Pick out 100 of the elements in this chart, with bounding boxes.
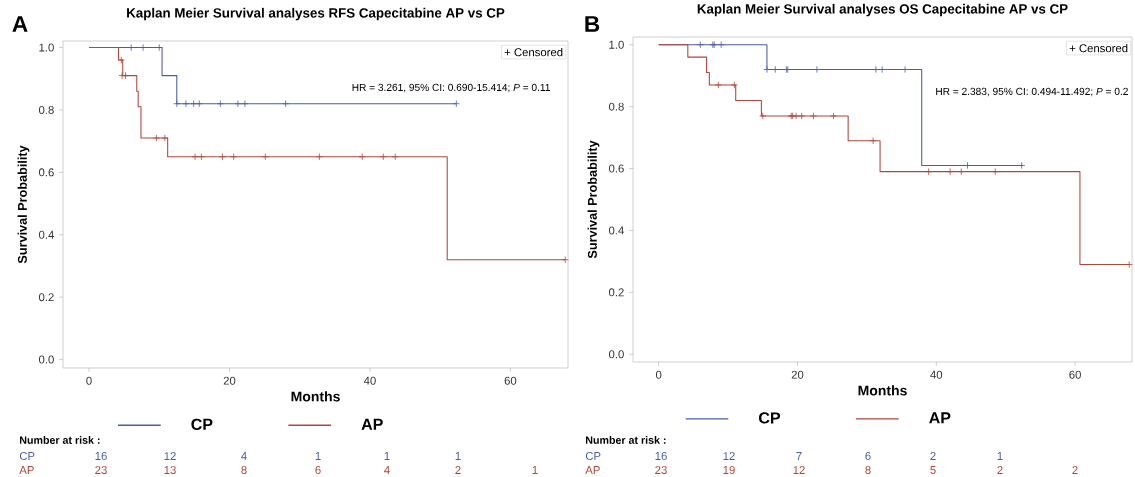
point (315, 153, 323, 161)
point (152, 134, 161, 142)
point (957, 168, 965, 176)
text: 8 (241, 465, 247, 474)
y-tick-label: 0.0 (38, 355, 54, 364)
point (869, 137, 877, 145)
point (730, 81, 738, 89)
point (759, 112, 767, 120)
y-tick-label: 0.8 (608, 102, 624, 111)
point (190, 100, 198, 108)
y-tick-label: 0.6 (608, 164, 624, 173)
point (173, 100, 181, 108)
point (717, 41, 725, 49)
text: 2 (930, 452, 936, 460)
point (925, 168, 933, 176)
legend-label: CP (191, 418, 213, 430)
point (829, 112, 838, 120)
point (1018, 161, 1026, 170)
point (714, 81, 722, 89)
text: 16 (655, 451, 667, 460)
y-tick-label: 1.0 (609, 40, 624, 49)
point (191, 153, 199, 161)
x-axis-title: Months (291, 391, 340, 402)
y-tick-label: 0.6 (38, 168, 54, 177)
annotation: HR = 3.261, 95% CI: 0.690-15.414; P = 0.11 (352, 83, 550, 93)
point (379, 153, 387, 161)
point (118, 72, 126, 80)
text: 2 (997, 466, 1003, 474)
text: 23 (655, 465, 667, 474)
text: CP (585, 451, 601, 460)
point (216, 100, 224, 108)
x-tick-label: 60 (504, 376, 517, 385)
text: 23 (95, 465, 107, 474)
text: 5 (930, 466, 936, 474)
text: Number at risk : (585, 436, 666, 444)
point (182, 100, 190, 108)
point (946, 168, 954, 176)
point (161, 134, 169, 142)
y-tick-label: 0.4 (608, 226, 624, 235)
x-tick-label: 40 (930, 370, 943, 379)
y-tick-label: 0.4 (38, 230, 54, 239)
text: 2 (455, 466, 461, 474)
text: 1 (384, 452, 390, 460)
text: 1 (315, 452, 321, 460)
point (230, 153, 238, 161)
y-tick-label: 0.2 (38, 293, 54, 302)
text: 1 (997, 452, 1003, 460)
legend-label: CP (759, 412, 781, 424)
text: 19 (723, 465, 735, 474)
point (391, 153, 399, 161)
x-tick-label: 20 (223, 376, 236, 385)
legend-label: AP (361, 418, 383, 430)
text: 6 (315, 465, 321, 474)
point (991, 168, 999, 176)
x-tick-label: 0 (655, 370, 662, 379)
annotation: + Censored (1069, 43, 1128, 53)
annotation: + Censored (504, 47, 563, 57)
text: 8 (865, 465, 871, 474)
point (282, 100, 290, 108)
point (261, 153, 269, 161)
annotation: HR = 2.383, 95% CI: 0.494-11.492; P = 0.2 (936, 87, 1128, 97)
text: 1 (455, 452, 461, 460)
text: CP (19, 451, 35, 460)
point (696, 41, 704, 49)
point (117, 56, 125, 64)
text: 1 (532, 466, 538, 474)
chart-title: Kaplan Meier Survival analyses RFS Capecitabine AP vs CP (127, 7, 505, 21)
text: 12 (793, 466, 805, 474)
text: A (12, 16, 28, 32)
text: 16 (95, 451, 107, 460)
point (195, 100, 203, 108)
y-tick-label: 1.0 (39, 43, 54, 52)
y-axis-title: Survival Probability (17, 145, 30, 264)
point (561, 256, 569, 264)
point (358, 153, 366, 161)
x-tick-label: 40 (363, 376, 376, 385)
text: 7 (796, 452, 802, 460)
text: 2 (1072, 466, 1078, 474)
point (197, 153, 205, 161)
text: 4 (384, 466, 390, 474)
point (798, 112, 806, 120)
text: 12 (723, 452, 735, 460)
point (218, 153, 227, 161)
x-axis-title: Months (858, 385, 907, 396)
point (234, 100, 242, 108)
text: 4 (241, 452, 247, 460)
y-axis-title: Survival Probability (587, 140, 600, 259)
text: 13 (164, 465, 176, 474)
y-tick-label: 0.8 (38, 105, 54, 114)
x-tick-label: 0 (86, 376, 92, 385)
text: B (585, 16, 600, 32)
chart-title: Kaplan Meier Survival analyses OS Capecitabine AP vs CP (697, 3, 1068, 17)
text: AP (585, 466, 600, 474)
x-tick-label: 20 (791, 370, 804, 379)
text: Number at risk : (19, 436, 100, 444)
point (452, 100, 460, 108)
point (809, 112, 818, 120)
legend-label: AP (929, 412, 951, 424)
text: 12 (164, 452, 176, 460)
y-tick-label: 0.0 (608, 350, 624, 359)
